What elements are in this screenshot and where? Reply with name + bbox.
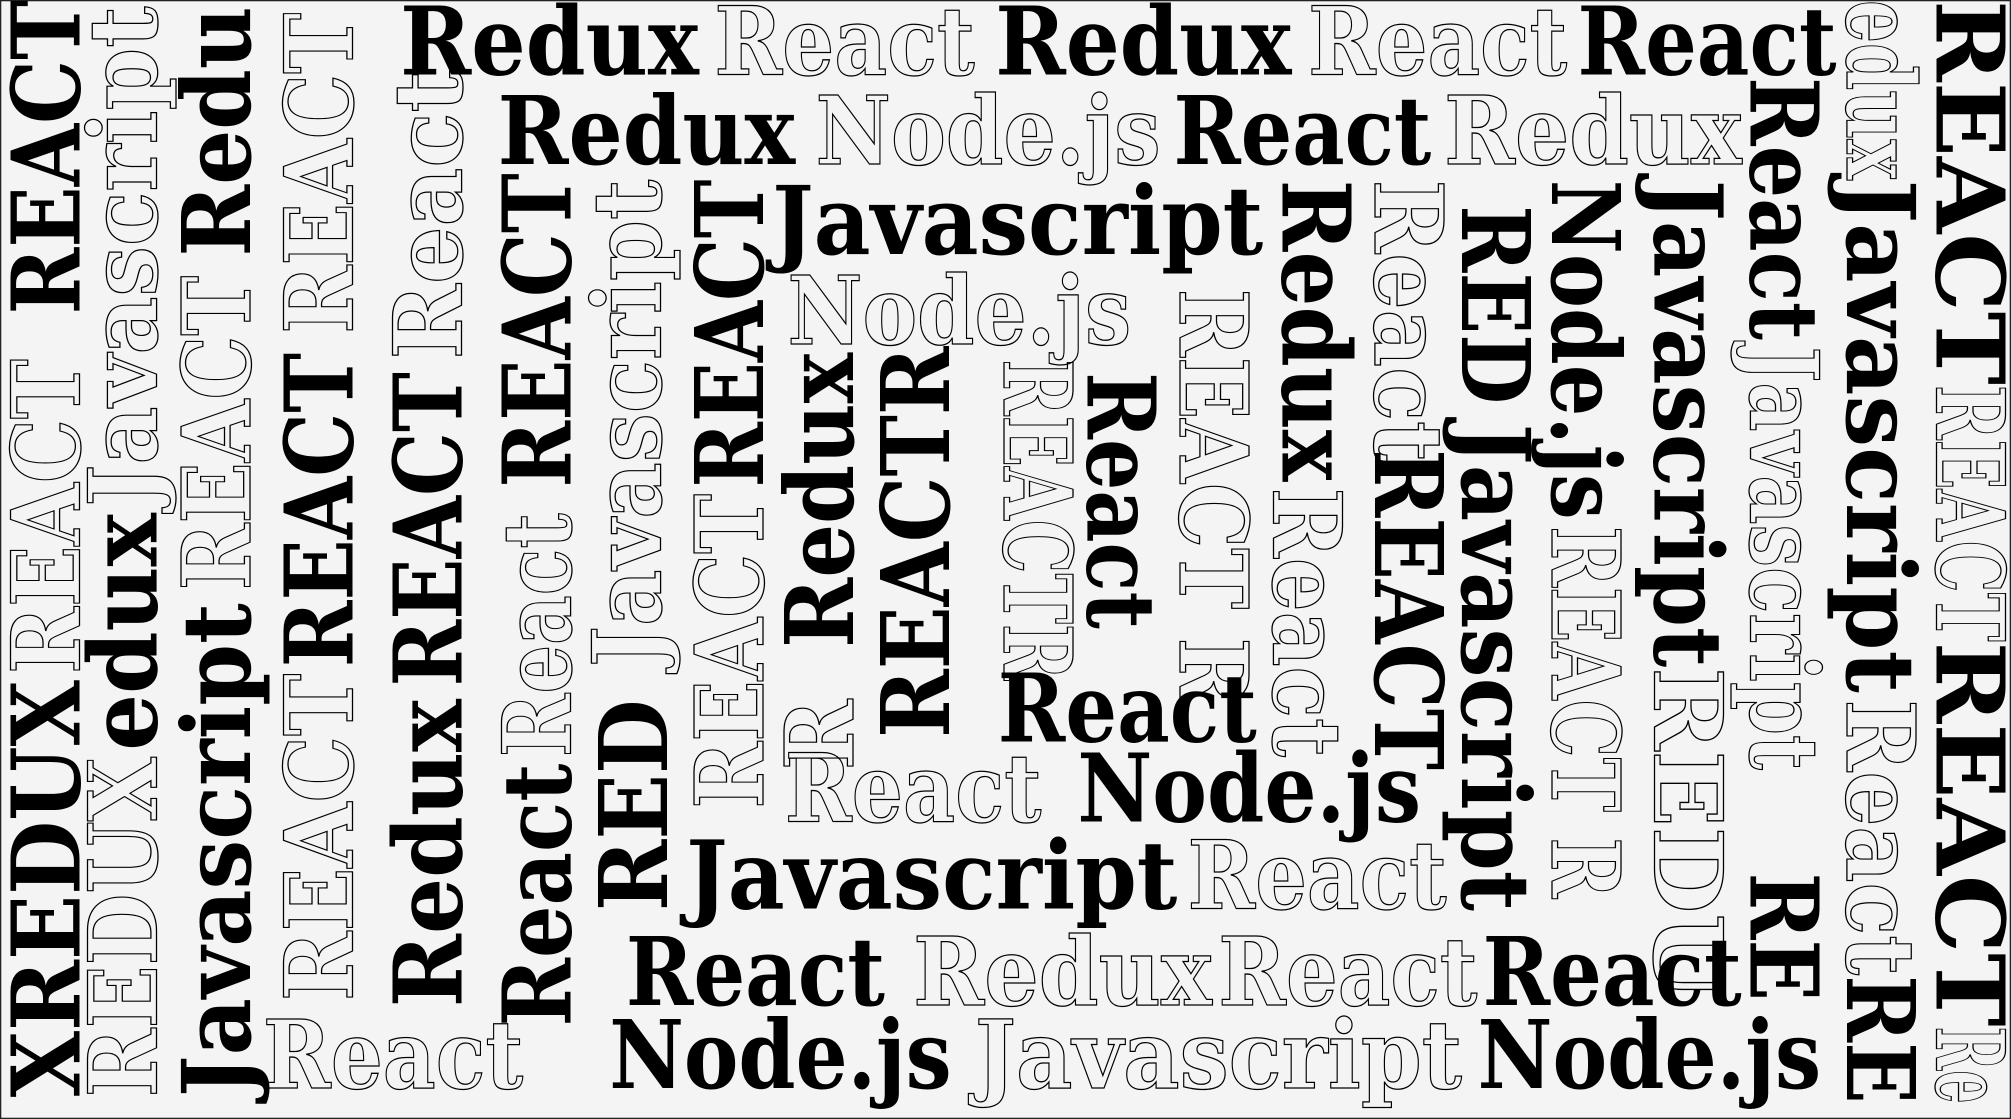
word: Javascript [680, 821, 1178, 932]
word: Redux [913, 917, 1213, 1028]
word: REACT [0, 0, 103, 314]
word: XREDUX [0, 680, 103, 1097]
word: React [1174, 76, 1432, 187]
word: React [785, 733, 1042, 844]
word: React [483, 513, 594, 757]
word: REDUX [68, 757, 179, 1097]
word: React [1483, 917, 1742, 1028]
word: Javascript [766, 166, 1264, 277]
word: REACT [162, 276, 273, 590]
word: RED [1439, 205, 1550, 404]
word: React [1728, 77, 1839, 340]
word: Re [1914, 1027, 2011, 1104]
word: REACT [675, 494, 786, 808]
word: React [263, 1000, 523, 1111]
word: Redux [374, 698, 485, 1007]
word: Node.js [787, 256, 1131, 367]
word: REACT [265, 353, 376, 667]
word: REACT [675, 180, 786, 488]
word: React [374, 70, 485, 359]
word: REDU [1631, 667, 1742, 1001]
word: Node.js [1077, 733, 1421, 844]
word: Redux [400, 0, 700, 97]
word: Redux [995, 0, 1293, 97]
word: edux [1824, 0, 1935, 181]
word: REACTR [861, 346, 972, 738]
word: REACT [1914, 385, 2011, 642]
word: REACT [483, 173, 594, 487]
word: Node.js [609, 1000, 951, 1111]
word: REACT [0, 359, 103, 673]
word: Javascript [968, 1000, 1462, 1111]
word: Javascript [1824, 173, 1935, 693]
word: Redu [162, 6, 273, 256]
word: React [483, 763, 594, 1026]
word: REACT [1914, 0, 2011, 385]
word: Redux [498, 76, 797, 187]
word: REACT [1352, 449, 1463, 770]
word: React [1188, 821, 1447, 932]
word: REACT [265, 674, 376, 1001]
word: Node.js [816, 76, 1161, 187]
word: RE [1728, 873, 1839, 1001]
word: React [1824, 699, 1935, 975]
word: React [1065, 372, 1176, 629]
word: React [714, 0, 974, 97]
word: R [765, 698, 876, 770]
word: React [1218, 917, 1477, 1028]
word: React [1308, 0, 1567, 97]
word: REACT [374, 372, 485, 686]
word: Node.js [1529, 180, 1640, 520]
word: Node.js [1477, 1000, 1821, 1111]
word: Javascript [573, 180, 684, 674]
word: RE [1824, 975, 1935, 1103]
word: Javascript [1631, 173, 1742, 667]
word: REACTR [981, 359, 1092, 681]
word: Javascript [68, 6, 179, 513]
word: Redux [1260, 180, 1371, 483]
word: Javascript [1728, 341, 1839, 770]
word: REACT [265, 13, 376, 334]
word: Javascript [1439, 417, 1550, 911]
word: React [1352, 180, 1463, 462]
word: REACT [1914, 642, 2011, 1027]
word: React [626, 917, 885, 1028]
word: RED [579, 699, 690, 911]
word: Javascript [162, 603, 273, 1104]
word: React [1251, 488, 1362, 758]
word: Redux [765, 352, 876, 648]
word: React [1578, 0, 1837, 97]
word: React [998, 654, 1257, 765]
word: REACT R [1157, 289, 1268, 707]
word: Redux [1444, 76, 1743, 187]
word: edux [68, 512, 179, 751]
word: REACT R [1529, 526, 1640, 899]
